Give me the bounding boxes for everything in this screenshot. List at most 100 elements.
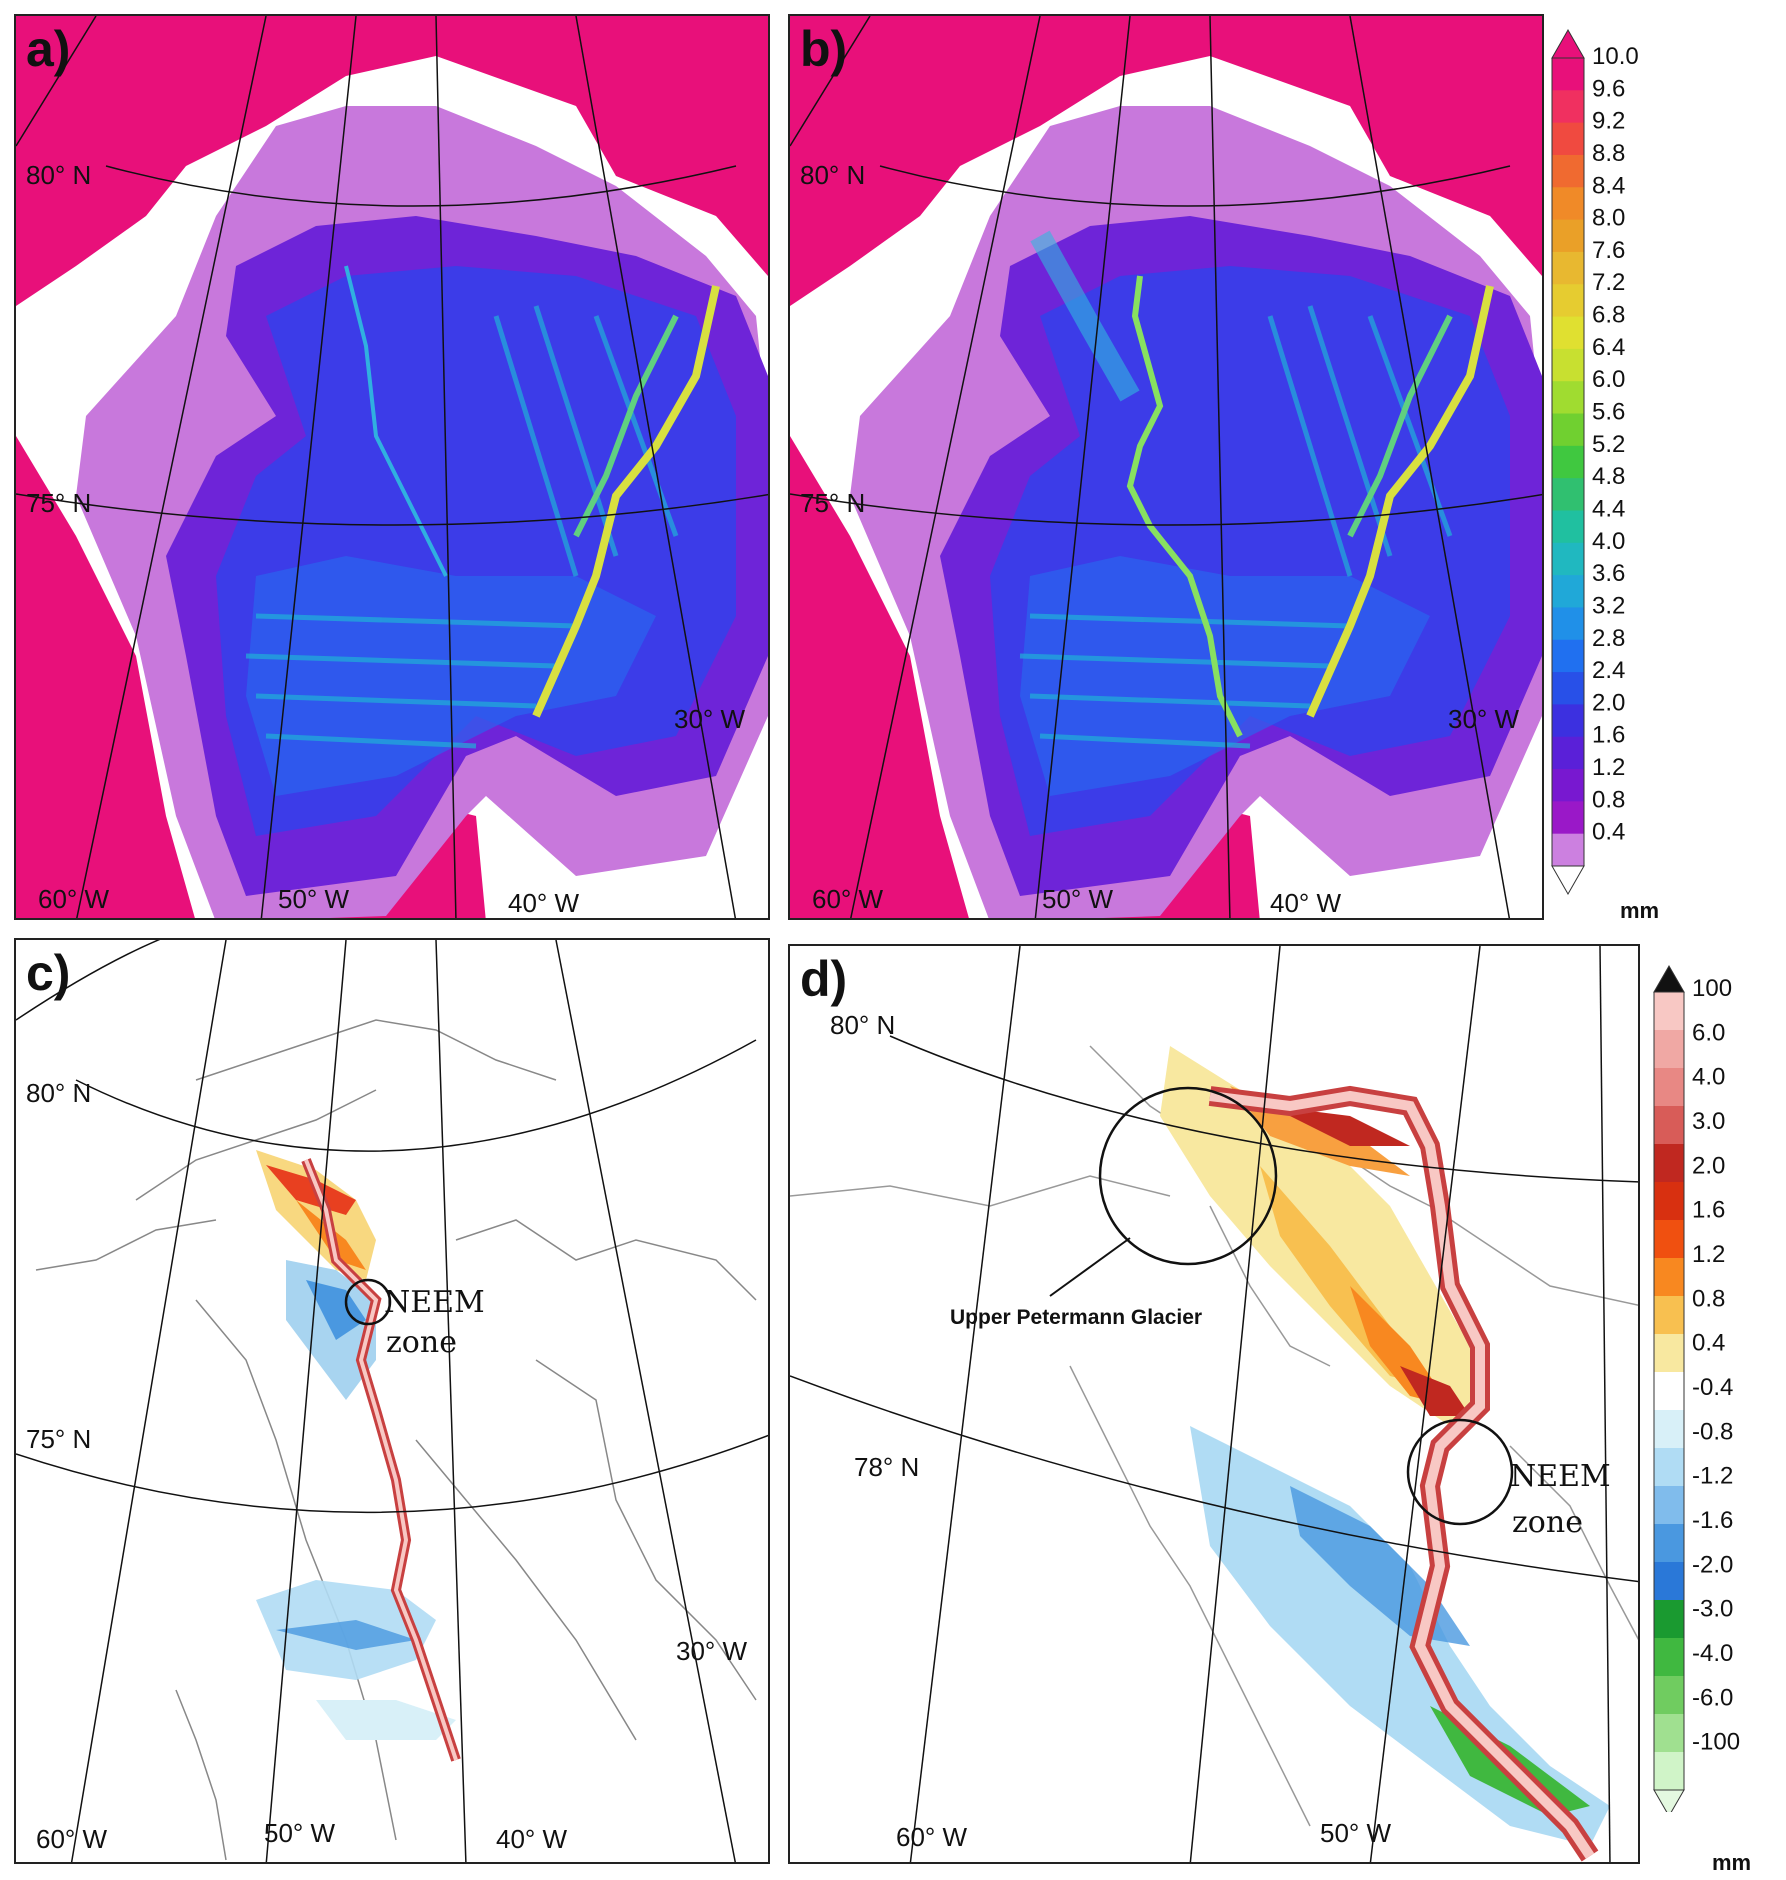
- colorbar-tick-label: -3.0: [1692, 1596, 1733, 1623]
- colorbar-swatch: [1552, 219, 1584, 253]
- graticule: [790, 16, 1542, 918]
- neem-zone-label-line2: zone: [1512, 1505, 1583, 1540]
- colorbar-swatch: [1552, 833, 1584, 867]
- colorbar-tick-label: 3.0: [1692, 1108, 1725, 1135]
- lon-label-40: 40° W: [508, 888, 580, 918]
- colorbar-swatch: [1654, 1258, 1684, 1297]
- colorbar-tick-label: 3.2: [1592, 592, 1625, 619]
- lat-label-80: 80° N: [26, 1078, 91, 1108]
- colorbar-swatch: [1654, 1752, 1684, 1791]
- panel-c-map: NEEM zone 80° N 75° N 60° W 50° W 40° W …: [16, 940, 768, 1862]
- colorbar-tick-label: 1.6: [1692, 1197, 1725, 1224]
- lon-label-50: 50° W: [278, 884, 350, 914]
- panel-c-label: c): [26, 945, 71, 1001]
- colorbar-swatch: [1654, 1106, 1684, 1145]
- panel-b-label: b): [800, 21, 848, 77]
- colorbar-swatch: [1552, 510, 1584, 544]
- colorbar-swatch: [1552, 381, 1584, 415]
- colorbar-swatch: [1552, 316, 1584, 350]
- colorbar-swatch: [1654, 1524, 1684, 1563]
- colorbar-tick-label: 0.8: [1592, 786, 1625, 813]
- colorbar-swatch: [1654, 1372, 1684, 1411]
- lat-label-75: 75° N: [26, 488, 91, 518]
- colorbar-swatch: [1552, 704, 1584, 738]
- colorbar-swatch: [1552, 284, 1584, 318]
- panel-d: Upper Petermann Glacier NEEM zone 80° N …: [788, 944, 1640, 1864]
- lon-label-50: 50° W: [1042, 884, 1114, 914]
- lat-label-80: 80° N: [26, 160, 91, 190]
- colorbar-tick-label: 100: [1692, 975, 1732, 1002]
- neem-zone-label-line1: NEEM: [1510, 1459, 1611, 1494]
- colorbar-tick-label: -4.0: [1692, 1640, 1733, 1667]
- colorbar-tick-label: 5.6: [1592, 399, 1625, 426]
- colorbar-swatch: [1552, 801, 1584, 835]
- colorbar-tick-label: 4.8: [1592, 463, 1625, 490]
- colorbar-swatch: [1654, 1296, 1684, 1335]
- colorbar-tick-label: 4.0: [1592, 528, 1625, 555]
- lat-label-80: 80° N: [830, 1010, 895, 1040]
- lat-label-75: 75° N: [26, 1424, 91, 1454]
- colorbar-tick-label: 0.4: [1592, 819, 1625, 846]
- colorbar-top-arrow: [1653, 964, 1685, 993]
- colorbar-swatch: [1552, 769, 1584, 802]
- colorbar-swatch: [1654, 1182, 1684, 1221]
- colorbar-tick-label: 6.8: [1592, 302, 1625, 329]
- colorbar-top: 10.0 9.6 9.2 8.8 8.4 8.0 7.6 7.2 6.8 6.4 6.0 5.6 5.2…: [1551, 28, 1639, 896]
- panel-a-label: a): [26, 21, 71, 77]
- colorbar-tick-label: 2.4: [1592, 657, 1625, 684]
- colorbar-swatch: [1654, 992, 1684, 1031]
- colorbar-swatch: [1654, 1410, 1684, 1449]
- colorbar-top-unit: mm: [1620, 898, 1660, 923]
- panel-d-map: Upper Petermann Glacier NEEM zone 80° N …: [790, 946, 1638, 1862]
- lon-label-30: 30° W: [676, 1636, 748, 1666]
- panel-c: NEEM zone 80° N 75° N 60° W 50° W 40° W …: [14, 938, 770, 1864]
- colorbar-swatch: [1654, 1638, 1684, 1677]
- lon-label-40: 40° W: [1270, 888, 1342, 918]
- colorbar-swatch: [1552, 542, 1584, 576]
- colorbar-swatch: [1552, 607, 1584, 641]
- colorbar-tick-label: 3.6: [1592, 560, 1625, 587]
- lon-label-60: 60° W: [38, 884, 110, 914]
- lon-label-40: 40° W: [496, 1824, 568, 1854]
- colorbar-swatch: [1552, 90, 1584, 124]
- lat-label-80: 80° N: [800, 160, 865, 190]
- colorbar-tick-label: -0.4: [1692, 1374, 1733, 1401]
- lat-label-78: 78° N: [854, 1452, 919, 1482]
- colorbar-swatch: [1654, 1068, 1684, 1107]
- colorbar-tick-label: -0.8: [1692, 1418, 1733, 1445]
- colorbar-swatch: [1654, 1220, 1684, 1259]
- panel-b: 80° N 75° N 60° W 50° W 40° W 30° W b): [788, 14, 1544, 920]
- colorbar-bottom: 100 6.0 4.0 3.0 2.0 1.6 1.2 0.8 0.4 -0.4 -0.8 -1.2 -…: [1653, 964, 1740, 1812]
- colorbar-swatch: [1552, 413, 1584, 447]
- graticule: [790, 946, 1638, 1862]
- lon-label-60: 60° W: [36, 1824, 108, 1854]
- colorbar-tick-label: 1.2: [1692, 1241, 1725, 1268]
- colorbar-bottom-arrow: [1653, 1789, 1685, 1812]
- colorbar-tick-label: 4.0: [1692, 1064, 1725, 1091]
- lon-label-30: 30° W: [674, 704, 746, 734]
- panel-d-label: d): [800, 951, 848, 1007]
- colorbar-tick-label: 2.8: [1592, 625, 1625, 652]
- colorbar-swatch: [1552, 736, 1584, 770]
- panel-a-map: 80° N 75° N 60° W 50° W 40° W 30° W: [16, 16, 768, 918]
- lon-label-60: 60° W: [812, 884, 884, 914]
- graticule: [16, 16, 768, 918]
- colorbar-swatch: [1552, 445, 1584, 479]
- colorbar-swatch: [1654, 1448, 1684, 1487]
- lon-label-50: 50° W: [264, 1818, 336, 1848]
- colorbar-swatch: [1654, 1562, 1684, 1601]
- colorbar-swatch: [1552, 672, 1584, 705]
- colorbar-swatch: [1654, 1600, 1684, 1639]
- colorbar-tick-label: 0.8: [1692, 1285, 1725, 1312]
- colorbar-tick-label: 2.0: [1692, 1152, 1725, 1179]
- colorbar-tick-label: 7.6: [1592, 237, 1625, 264]
- colorbar-top-arrow: [1551, 28, 1585, 59]
- colorbar-bottom-arrow: [1551, 865, 1585, 896]
- colorbar-tick-label: -1.6: [1692, 1507, 1733, 1534]
- colorbar-tick-label: 1.6: [1592, 722, 1625, 749]
- colorbar-tick-label: 9.2: [1592, 108, 1625, 135]
- colorbar-tick-label: 8.8: [1592, 140, 1625, 167]
- colorbar-tick-label: 6.4: [1592, 334, 1625, 361]
- colorbar-tick-label: 10.0: [1592, 43, 1639, 70]
- panel-b-map: 80° N 75° N 60° W 50° W 40° W 30° W: [790, 16, 1542, 918]
